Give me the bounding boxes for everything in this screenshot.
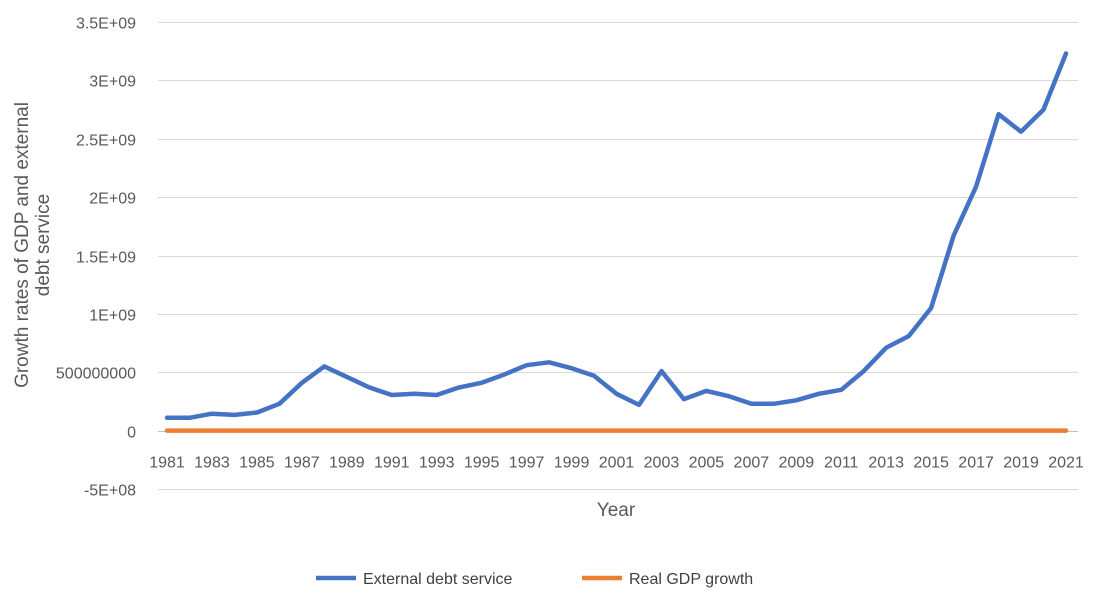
gridlines — [158, 22, 1078, 490]
y-tick-label: 3.5E+09 — [76, 16, 136, 33]
x-tick-label: 1987 — [284, 455, 320, 472]
x-tick-label: 2021 — [1048, 455, 1084, 472]
x-tick-label: 1999 — [554, 455, 590, 472]
x-tick-label: 2009 — [779, 455, 815, 472]
x-tick-label: 2007 — [734, 455, 770, 472]
y-tick-label: 500000000 — [56, 366, 136, 383]
x-tick-label: 2003 — [644, 455, 680, 472]
x-tick-label: 1993 — [419, 455, 455, 472]
x-tick-label: 1991 — [374, 455, 410, 472]
y-tick-label: 2.5E+09 — [76, 133, 136, 150]
y-tick-label: 1E+09 — [89, 308, 136, 325]
x-tick-label: 2011 — [824, 455, 859, 472]
legend-label-external-debt-service: External debt service — [363, 571, 513, 588]
y-tick-label: 3E+09 — [89, 74, 136, 91]
x-tick-label: 1985 — [239, 455, 275, 472]
series-line-external-debt-service — [164, 51, 1069, 421]
x-tick-label: 2001 — [599, 455, 635, 472]
legend-label-real-gdp-growth: Real GDP growth — [629, 571, 753, 588]
x-axis-title: Year — [597, 500, 636, 521]
x-tick-label: 1997 — [509, 455, 545, 472]
legend-item-external-debt-service: External debt service — [316, 571, 513, 588]
x-tick-label: 2017 — [958, 455, 994, 472]
y-axis-title-line-1: Growth rates of GDP and external — [12, 102, 33, 388]
y-tick-label: 1.5E+09 — [76, 250, 136, 267]
y-axis-title: Growth rates of GDP and external debt se… — [12, 102, 54, 388]
x-tick-label: 1983 — [194, 455, 230, 472]
y-axis-title-line-2: debt service — [33, 194, 54, 296]
x-tick-label: 2015 — [913, 455, 949, 472]
y-tick-label: 2E+09 — [89, 191, 136, 208]
x-tick-label: 1981 — [149, 455, 185, 472]
x-tick-label: 2005 — [689, 455, 725, 472]
y-axis-tick-labels: -5E+08 0 500000000 1E+09 1.5E+09 2E+09 2.5E+09… — [56, 16, 136, 500]
legend: External debt service Real GDP growth — [316, 571, 753, 588]
series-lines — [164, 51, 1069, 433]
x-axis-tick-labels: 1981 1983 1985 1987 1989 1991 1993 1995 1997 1999… — [149, 455, 1084, 472]
x-tick-label: 1995 — [464, 455, 500, 472]
x-tick-label: 2019 — [1003, 455, 1039, 472]
y-tick-label: -5E+08 — [84, 483, 136, 500]
x-tick-label: 2013 — [868, 455, 904, 472]
x-tick-label: 1989 — [329, 455, 365, 472]
legend-item-real-gdp-growth: Real GDP growth — [582, 571, 753, 588]
y-tick-label: 0 — [127, 425, 136, 442]
